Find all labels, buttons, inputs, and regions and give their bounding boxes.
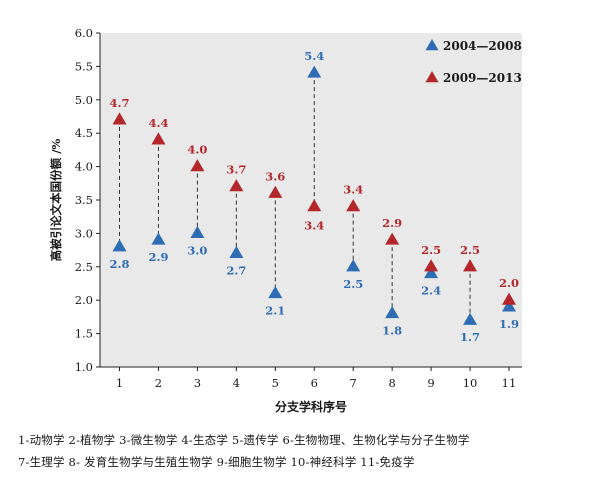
label-2004-2008: 2.1 [265, 304, 285, 318]
y-tick-label: 6.0 [75, 26, 93, 40]
legend-marker [425, 39, 439, 51]
label-2009-2013: 3.4 [343, 183, 363, 197]
label-2004-2008: 2.5 [343, 277, 363, 291]
x-tick-label: 2 [155, 376, 162, 390]
x-tick-label: 10 [463, 376, 478, 390]
y-tick-label: 3.5 [75, 193, 93, 207]
label-2004-2008: 2.4 [421, 283, 441, 297]
y-tick-label: 1.0 [75, 360, 93, 374]
chart: 1.0 1.5 2.0 2.5 3.0 3.5 4.0 4.5 5.0 5.5 6.0 1 2 3 4 5 6… [49, 26, 522, 414]
label-2004-2008: 2.8 [109, 257, 129, 271]
marker-2004-2008 [190, 225, 205, 239]
y-axis-title: 高被引论文本国份额 /% [49, 139, 63, 262]
marker-2009-2013 [151, 132, 166, 145]
label-2009-2013: 3.6 [265, 169, 285, 183]
x-tick-label: 7 [350, 376, 357, 390]
y-tick-label: 3.0 [75, 226, 93, 240]
y-tick-label: 2.0 [75, 293, 93, 307]
label-2009-2013: 2.5 [421, 243, 441, 257]
marker-2009-2013 [190, 159, 205, 172]
label-2004-2008: 1.7 [460, 330, 480, 344]
marker-2009-2013 [268, 185, 283, 198]
legend: 2004—2008 2009—2013 [425, 39, 522, 85]
x-tick-label: 9 [427, 376, 434, 390]
legend-label: 2004—2008 [443, 39, 522, 53]
legend-marker [425, 71, 439, 83]
plot-background [100, 33, 522, 367]
label-2009-2013: 2.0 [499, 276, 519, 290]
x-tick-label: 11 [502, 376, 517, 390]
y-tick-label: 4.5 [75, 126, 93, 140]
label-2004-2008: 1.9 [499, 317, 519, 331]
x-axis-title: 分支学科序号 [275, 399, 347, 414]
label-2009-2013: 2.5 [460, 243, 480, 257]
marker-2004-2008 [385, 306, 400, 319]
label-2009-2013: 4.0 [187, 143, 207, 157]
label-2009-2013: 4.7 [109, 96, 129, 110]
marker-2004-2008 [424, 265, 439, 279]
x-tick-label: 4 [233, 376, 240, 390]
label-2004-2008: 2.9 [148, 250, 168, 264]
y-axis: 1.0 1.5 2.0 2.5 3.0 3.5 4.0 4.5 5.0 5.5 6.0 [75, 26, 101, 374]
caption-line-1: 1-动物学 2-植物学 3-微生物学 4-生态学 5-遗传学 6-生物物理、生物… [18, 433, 470, 447]
x-tick-label: 8 [388, 376, 395, 390]
x-tick-label: 6 [311, 376, 318, 390]
caption-line-2: 7-生理学 8- 发育生物学与生殖生物学 9-细胞生物学 10-神经科学 11-… [18, 455, 415, 469]
data-markers: 2.8 4.7 2.9 4.4 3.0 4.0 2.7 3.7 2.1 3.6 5.4 3.4 2.5 3… [109, 49, 519, 344]
marker-2004-2008 [112, 239, 127, 252]
label-2009-2013: 2.9 [382, 216, 402, 230]
marker-2009-2013 [112, 112, 127, 125]
marker-2004-2008 [463, 312, 478, 325]
marker-2009-2013 [307, 199, 322, 212]
x-tick-label: 3 [194, 376, 201, 390]
x-tick-label: 1 [116, 376, 123, 390]
marker-2004-2008 [151, 232, 166, 245]
marker-2004-2008 [268, 286, 283, 299]
y-tick-label: 2.5 [75, 260, 93, 274]
y-tick-label: 5.0 [75, 93, 93, 107]
x-tick-label: 5 [272, 376, 279, 390]
marker-2004-2008 [502, 299, 516, 312]
marker-2009-2013 [502, 292, 516, 305]
connector-lines [119, 73, 510, 321]
label-2004-2008: 2.7 [226, 263, 246, 277]
x-axis: 1 2 3 4 5 6 7 8 9 10 11 [100, 366, 522, 390]
y-tick-label: 5.5 [75, 59, 93, 73]
marker-2009-2013 [424, 259, 439, 272]
marker-2009-2013 [463, 259, 478, 272]
marker-2004-2008 [346, 259, 361, 272]
marker-2004-2008 [307, 65, 322, 78]
label-2009-2013: 3.4 [304, 219, 324, 233]
label-2009-2013: 3.7 [226, 163, 246, 177]
marker-2009-2013 [385, 232, 400, 245]
legend-label: 2009—2013 [443, 71, 522, 85]
marker-2009-2013 [229, 179, 244, 192]
label-2004-2008: 1.8 [382, 324, 402, 338]
label-2004-2008: 5.4 [304, 49, 324, 63]
y-tick-label: 1.5 [75, 327, 93, 341]
label-2004-2008: 3.0 [187, 243, 207, 257]
label-2009-2013: 4.4 [148, 116, 168, 130]
y-tick-label: 4.0 [75, 160, 93, 174]
marker-2004-2008 [229, 245, 244, 259]
marker-2009-2013 [346, 199, 361, 212]
